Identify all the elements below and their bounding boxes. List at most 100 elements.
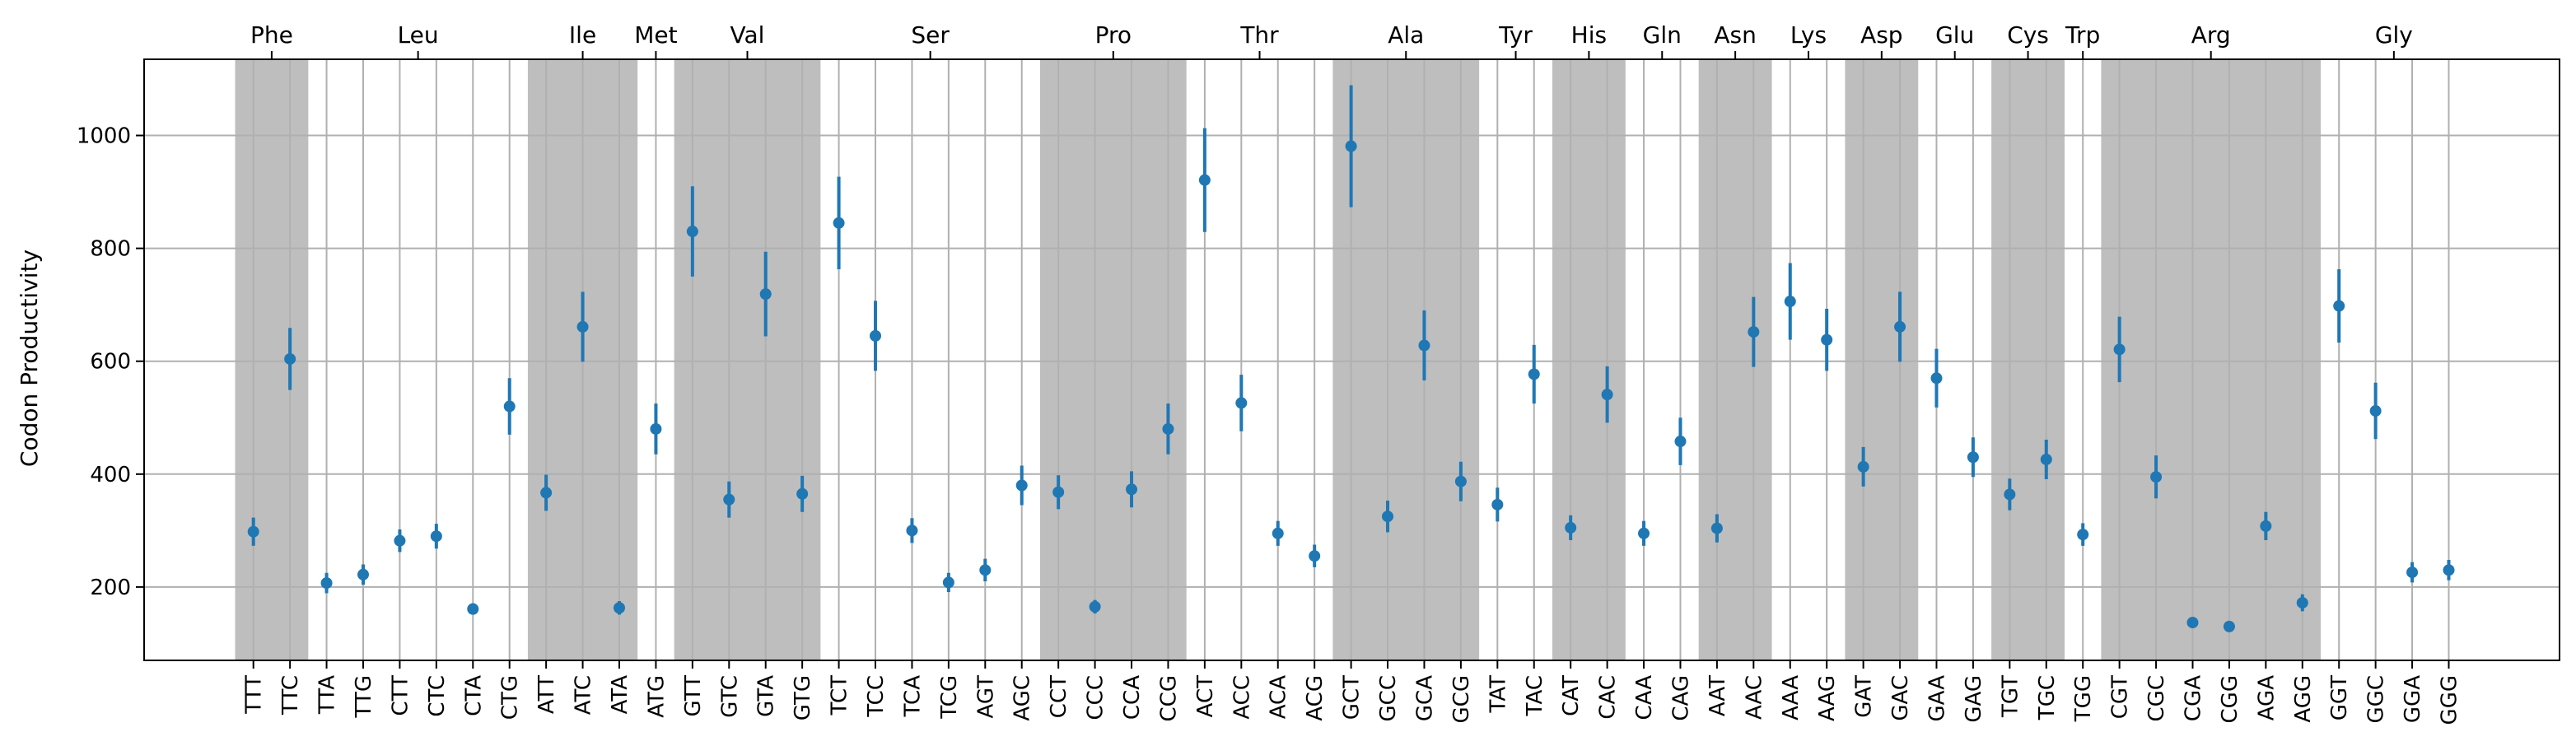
point-agc <box>1015 479 1028 492</box>
aa-label-trp: Trp <box>2065 21 2100 49</box>
point-acg <box>1309 550 1321 562</box>
xtick-label-cat: CAT <box>1559 675 1584 716</box>
xtick-label-cgc: CGC <box>2144 675 2169 721</box>
xtick-label-agt: AGT <box>973 675 998 719</box>
shade-band-arg <box>2101 59 2321 660</box>
xtick-label-acc: ACC <box>1230 675 1254 720</box>
point-aga <box>2260 520 2272 532</box>
xtick-label-acg: ACG <box>1303 675 1328 721</box>
point-cta <box>467 603 479 615</box>
point-act <box>1198 174 1211 186</box>
aa-label-cys: Cys <box>2007 21 2049 49</box>
point-ggt <box>2333 300 2345 312</box>
data-series <box>247 85 2455 632</box>
xtick-label-cct: CCT <box>1047 675 1071 718</box>
point-tgc <box>2040 453 2052 465</box>
aa-label-his: His <box>1571 21 1607 49</box>
aa-label-ala: Ala <box>1388 21 1424 49</box>
point-aat <box>1710 522 1723 534</box>
point-gcg <box>1454 475 1467 487</box>
xtick-label-ttc: TTC <box>278 675 303 716</box>
point-ggc <box>2369 405 2382 417</box>
xtick-label-aag: AAG <box>1815 675 1840 721</box>
shade-band-ala <box>1332 59 1480 660</box>
aa-label-tyr: Tyr <box>1498 21 1533 49</box>
xtick-label-ttg: TTG <box>352 675 376 718</box>
aa-label-val: Val <box>730 21 765 49</box>
point-ctg <box>503 400 516 413</box>
aa-label-glu: Glu <box>1935 21 1974 49</box>
point-caa <box>1638 527 1650 539</box>
xtick-label-cga: CGA <box>2181 675 2205 721</box>
point-ttt <box>247 525 259 538</box>
xtick-label-ctg: CTG <box>498 675 523 720</box>
xtick-label-cag: CAG <box>1668 675 1693 721</box>
point-cgg <box>2223 620 2235 632</box>
xtick-label-caa: CAA <box>1632 675 1657 720</box>
point-gga <box>2406 566 2419 579</box>
xtick-label-tcg: TCG <box>937 675 962 720</box>
xtick-label-gca: GCA <box>1412 675 1437 721</box>
point-tta <box>320 577 333 590</box>
point-ccg <box>1162 422 1174 435</box>
ytick-label-400: 400 <box>90 463 131 487</box>
point-atc <box>576 320 589 333</box>
xtick-label-tac: TAC <box>1523 675 1547 716</box>
point-gct <box>1345 140 1357 152</box>
ytick-label-1000: 1000 <box>77 124 131 149</box>
ytick-label-600: 600 <box>90 350 131 375</box>
aa-label-arg: Arg <box>2191 21 2231 49</box>
xtick-label-gga: GGA <box>2401 675 2425 723</box>
xtick-label-att: ATT <box>534 675 559 714</box>
xtick-label-ccc: CCC <box>1084 675 1108 720</box>
xtick-label-ggt: GGT <box>2327 675 2352 720</box>
ytick-label-800: 800 <box>90 237 131 262</box>
y-axis-ticks: 200 400 600 800 1000 <box>77 124 144 600</box>
xtick-label-gta: GTA <box>754 675 779 717</box>
aa-label-lys: Lys <box>1790 21 1827 49</box>
shade-band-val <box>674 59 821 660</box>
point-tgt <box>2004 488 2016 501</box>
point-ata <box>614 602 625 614</box>
aa-label-met: Met <box>634 21 677 49</box>
point-ccc <box>1089 600 1101 613</box>
xtick-label-gaa: GAA <box>1925 675 1949 722</box>
aa-label-gly: Gly <box>2375 21 2413 49</box>
xtick-label-tta: TTA <box>315 675 340 715</box>
ytick-label-200: 200 <box>90 576 131 600</box>
xtick-label-aat: AAT <box>1706 675 1730 716</box>
amino-acid-labels: Phe Leu Ile Met Val Ser Pro Thr Ala Tyr His Gln Asn L… <box>250 21 2413 59</box>
xtick-label-tcc: TCC <box>864 675 889 718</box>
xtick-label-cgg: CGG <box>2218 675 2242 723</box>
point-aca <box>1272 527 1284 539</box>
xtick-label-cgt: CGT <box>2108 675 2133 719</box>
xtick-label-ggc: GGC <box>2364 675 2389 723</box>
shade-band-cys <box>1991 59 2065 660</box>
aa-label-gln: Gln <box>1643 21 1682 49</box>
point-gaa <box>1930 372 1943 385</box>
xtick-label-cca: CCA <box>1120 675 1145 720</box>
xtick-label-atc: ATC <box>572 675 596 715</box>
xtick-label-act: ACT <box>1193 675 1218 717</box>
aa-label-pro: Pro <box>1095 21 1132 49</box>
point-aac <box>1748 326 1760 338</box>
aa-label-thr: Thr <box>1239 21 1279 49</box>
xtick-label-ccg: CCG <box>1156 675 1181 721</box>
xtick-label-gct: GCT <box>1340 675 1365 720</box>
xtick-label-tct: TCT <box>828 675 852 716</box>
xtick-label-agc: AGC <box>1010 675 1035 721</box>
xtick-label-gtg: GTG <box>791 675 815 720</box>
shade-band-his <box>1552 59 1626 660</box>
point-gcc <box>1382 511 1394 523</box>
aa-label-asn: Asn <box>1714 21 1757 49</box>
point-cct <box>1052 486 1065 498</box>
point-gca <box>1418 339 1430 352</box>
xtick-label-gag: GAG <box>1962 675 1986 723</box>
xtick-label-aac: AAC <box>1742 675 1766 720</box>
point-cga <box>2186 617 2199 629</box>
point-ttg <box>357 568 369 580</box>
point-aag <box>1821 333 1833 346</box>
point-ctt <box>394 534 406 547</box>
y-axis-label: Codon Productivity <box>16 249 43 467</box>
aa-label-ser: Ser <box>911 21 950 49</box>
